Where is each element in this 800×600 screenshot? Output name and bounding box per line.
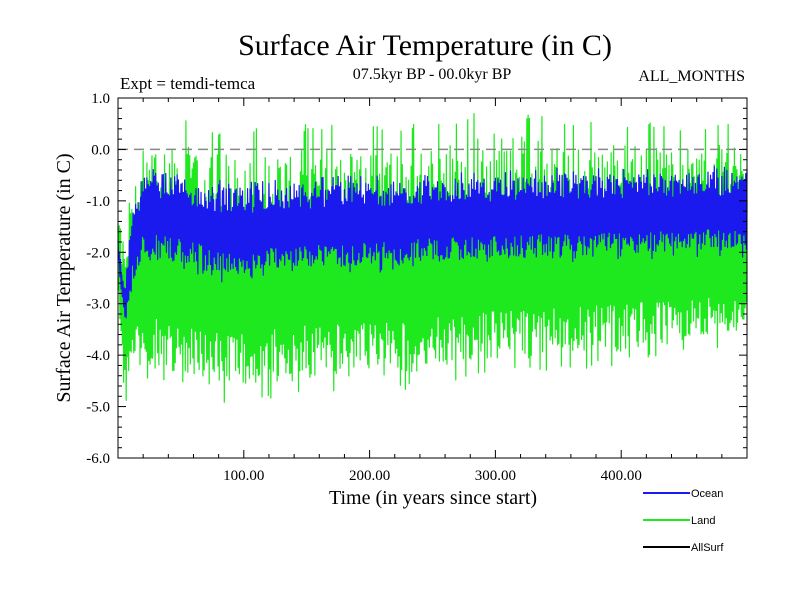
months-label: ALL_MONTHS <box>638 68 745 85</box>
y-tick-label: -2.0 <box>86 245 110 261</box>
legend-label-land: Land <box>691 515 715 527</box>
x-tick-label: 400.00 <box>601 468 642 484</box>
plot-area <box>117 113 748 403</box>
series-line-ocean <box>117 165 748 319</box>
y-axis-label: Surface Air Temperature (in C) <box>53 153 75 402</box>
y-tick-label: -6.0 <box>86 451 110 467</box>
legend-label-ocean: Ocean <box>691 488 723 500</box>
plot-frame <box>117 97 748 459</box>
x-tick-label: 300.00 <box>475 468 516 484</box>
experiment-label: Expt = temdi-temca <box>120 74 256 93</box>
legend-label-allsurf: AllSurf <box>691 542 724 554</box>
series-line-land <box>117 113 748 403</box>
chart-title: Surface Air Temperature (in C) <box>238 29 612 62</box>
legend: Ocean Land AllSurf <box>643 488 724 554</box>
chart-subtitle: 07.5kyr BP - 00.0kyr BP <box>353 66 512 83</box>
y-tick-label: -1.0 <box>86 194 110 210</box>
y-tick-label: 0.0 <box>91 142 110 158</box>
x-tick-label: 200.00 <box>349 468 390 484</box>
y-tick-label: -4.0 <box>86 348 110 364</box>
x-tick-label: 100.00 <box>223 468 264 484</box>
y-tick-label: -3.0 <box>86 297 110 313</box>
x-axis-label: Time (in years since start) <box>329 487 537 509</box>
y-tick-label: 1.0 <box>91 91 110 107</box>
axes: 100.00 200.00 300.00 400.00 1.0 0.0 -1.0 -2.0 -3… <box>86 91 748 484</box>
y-tick-label: -5.0 <box>86 400 110 416</box>
